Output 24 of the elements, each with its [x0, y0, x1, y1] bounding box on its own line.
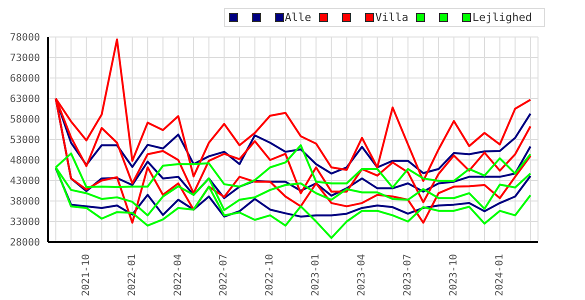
y-tick-label: 58000: [10, 114, 40, 126]
x-tick-label: 2023-10: [448, 254, 460, 296]
legend-label: Alle: [284, 11, 312, 24]
x-tick-label: 2021-10: [80, 254, 92, 296]
x-tick-label: 2022-07: [218, 254, 230, 296]
x-tick-label: 2023-04: [356, 254, 368, 296]
legend-label: Villa: [375, 11, 408, 24]
x-tick-label: 2024-01: [494, 254, 506, 296]
y-tick-label: 53000: [10, 135, 40, 146]
y-tick-label: 43000: [10, 176, 40, 188]
y-tick-label: 73000: [10, 53, 40, 64]
y-tick-label: 63000: [10, 94, 40, 106]
x-tick-label: 2022-10: [264, 254, 276, 296]
x-tick-label: 2022-04: [172, 254, 184, 296]
x-tick-label: 2022-01: [126, 254, 138, 296]
y-tick-label: 33000: [10, 217, 40, 228]
y-tick-label: 38000: [10, 196, 40, 208]
y-tick-label: 48000: [10, 156, 40, 167]
y-tick-label: 68000: [10, 74, 40, 85]
x-tick-label: 2023-01: [310, 254, 322, 296]
y-tick-label: 78000: [10, 32, 40, 44]
legend-label: Lejlighed: [472, 11, 532, 24]
x-tick-label: 2023-07: [402, 254, 414, 296]
y-tick-label: 28000: [10, 238, 40, 249]
